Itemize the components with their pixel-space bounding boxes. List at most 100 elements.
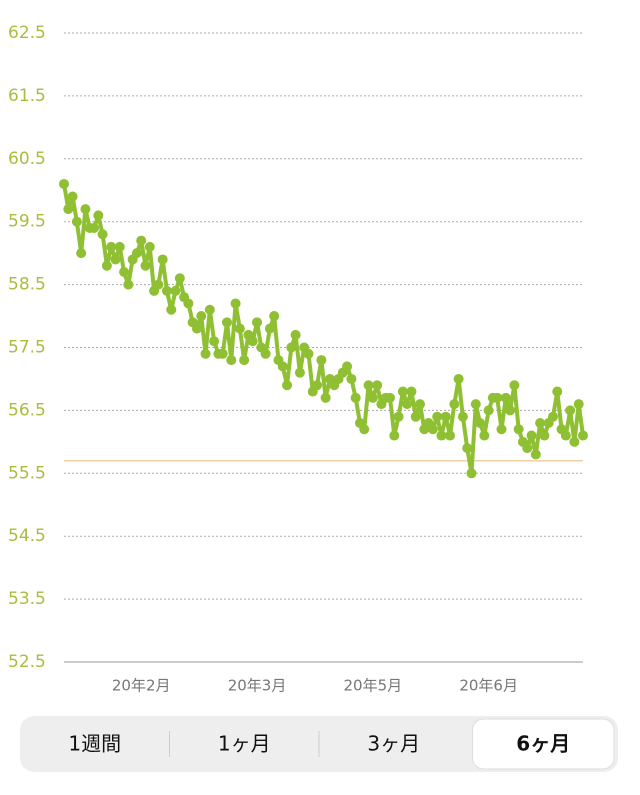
data-point	[530, 449, 541, 460]
data-point	[166, 304, 177, 315]
segment-selected[interactable]	[472, 718, 615, 770]
data-point	[144, 241, 155, 252]
data-point	[432, 411, 443, 422]
data-point	[492, 392, 503, 403]
data-point	[500, 392, 511, 403]
data-point	[123, 279, 134, 290]
data-point	[209, 336, 220, 347]
data-point	[89, 222, 100, 233]
data-point	[316, 355, 327, 366]
data-point	[93, 210, 104, 221]
data-point	[247, 336, 258, 347]
data-point	[290, 329, 301, 340]
data-point	[359, 424, 370, 435]
data-point	[269, 311, 280, 322]
data-point	[200, 348, 211, 359]
data-point	[252, 317, 263, 328]
data-point	[204, 304, 215, 315]
data-point	[522, 443, 533, 454]
data-point	[67, 191, 78, 202]
data-point	[505, 405, 516, 416]
data-point	[277, 361, 288, 372]
data-point	[131, 248, 142, 259]
data-point	[547, 411, 558, 422]
data-point	[63, 204, 74, 215]
data-point	[539, 430, 550, 441]
data-point	[110, 254, 121, 265]
data-point	[410, 411, 421, 422]
data-point	[427, 424, 438, 435]
data-point	[475, 417, 486, 428]
y-tick-label: 61.5	[8, 86, 46, 106]
x-tick-label: 20年5月	[344, 677, 403, 695]
data-point	[573, 399, 584, 410]
data-point	[436, 430, 447, 441]
data-point	[114, 241, 125, 252]
segment-label[interactable]: 3ヶ月	[367, 732, 420, 756]
data-point	[479, 430, 490, 441]
data-point	[286, 342, 297, 353]
data-point	[363, 380, 374, 391]
data-point	[384, 392, 395, 403]
data-point	[513, 424, 524, 435]
segment-label[interactable]: 6ヶ月	[516, 732, 570, 756]
data-point	[578, 430, 588, 441]
data-point	[76, 248, 87, 259]
data-point	[445, 430, 456, 441]
data-point	[226, 355, 237, 366]
y-tick-label: 59.5	[8, 212, 46, 232]
data-point	[389, 430, 400, 441]
data-point	[80, 204, 91, 215]
data-point	[183, 298, 194, 309]
data-point	[136, 235, 147, 246]
data-point	[496, 424, 507, 435]
data-point	[397, 386, 408, 397]
y-tick-label: 60.5	[8, 149, 46, 169]
y-tick-label: 55.5	[8, 463, 46, 483]
data-point	[406, 386, 417, 397]
data-point	[174, 273, 185, 284]
x-tick-label: 20年2月	[112, 677, 171, 695]
data-point	[170, 285, 181, 296]
data-point	[106, 241, 117, 252]
y-tick-label: 62.5	[8, 23, 46, 43]
data-point	[569, 436, 580, 447]
data-point	[157, 254, 168, 265]
data-point	[191, 323, 202, 334]
data-point	[320, 392, 331, 403]
data-point	[372, 380, 383, 391]
data-point	[470, 399, 481, 410]
data-point	[346, 373, 357, 384]
y-tick-label: 54.5	[8, 526, 46, 546]
y-tick-label: 58.5	[8, 275, 46, 295]
data-point	[393, 411, 404, 422]
data-point	[101, 260, 112, 271]
data-point	[466, 468, 477, 479]
segment-label[interactable]: 1週間	[68, 732, 121, 756]
data-point	[97, 229, 108, 240]
segment-label[interactable]: 1ヶ月	[218, 732, 271, 756]
y-tick-label: 56.5	[8, 400, 46, 420]
data-point	[303, 348, 314, 359]
data-point	[234, 323, 245, 334]
data-point	[483, 405, 494, 416]
data-point	[402, 399, 413, 410]
data-point	[526, 430, 537, 441]
data-point	[509, 380, 520, 391]
y-tick-label: 57.5	[8, 338, 46, 358]
data-point	[230, 298, 241, 309]
data-point	[457, 411, 468, 422]
data-point	[260, 348, 271, 359]
data-point	[264, 323, 275, 334]
data-point	[312, 380, 323, 391]
data-point	[342, 361, 353, 372]
data-point	[217, 348, 228, 359]
data-point	[449, 399, 460, 410]
data-point	[282, 380, 293, 391]
data-point	[59, 178, 69, 189]
data-point	[440, 411, 451, 422]
data-point	[565, 405, 576, 416]
data-point	[294, 367, 305, 378]
data-point	[453, 373, 464, 384]
